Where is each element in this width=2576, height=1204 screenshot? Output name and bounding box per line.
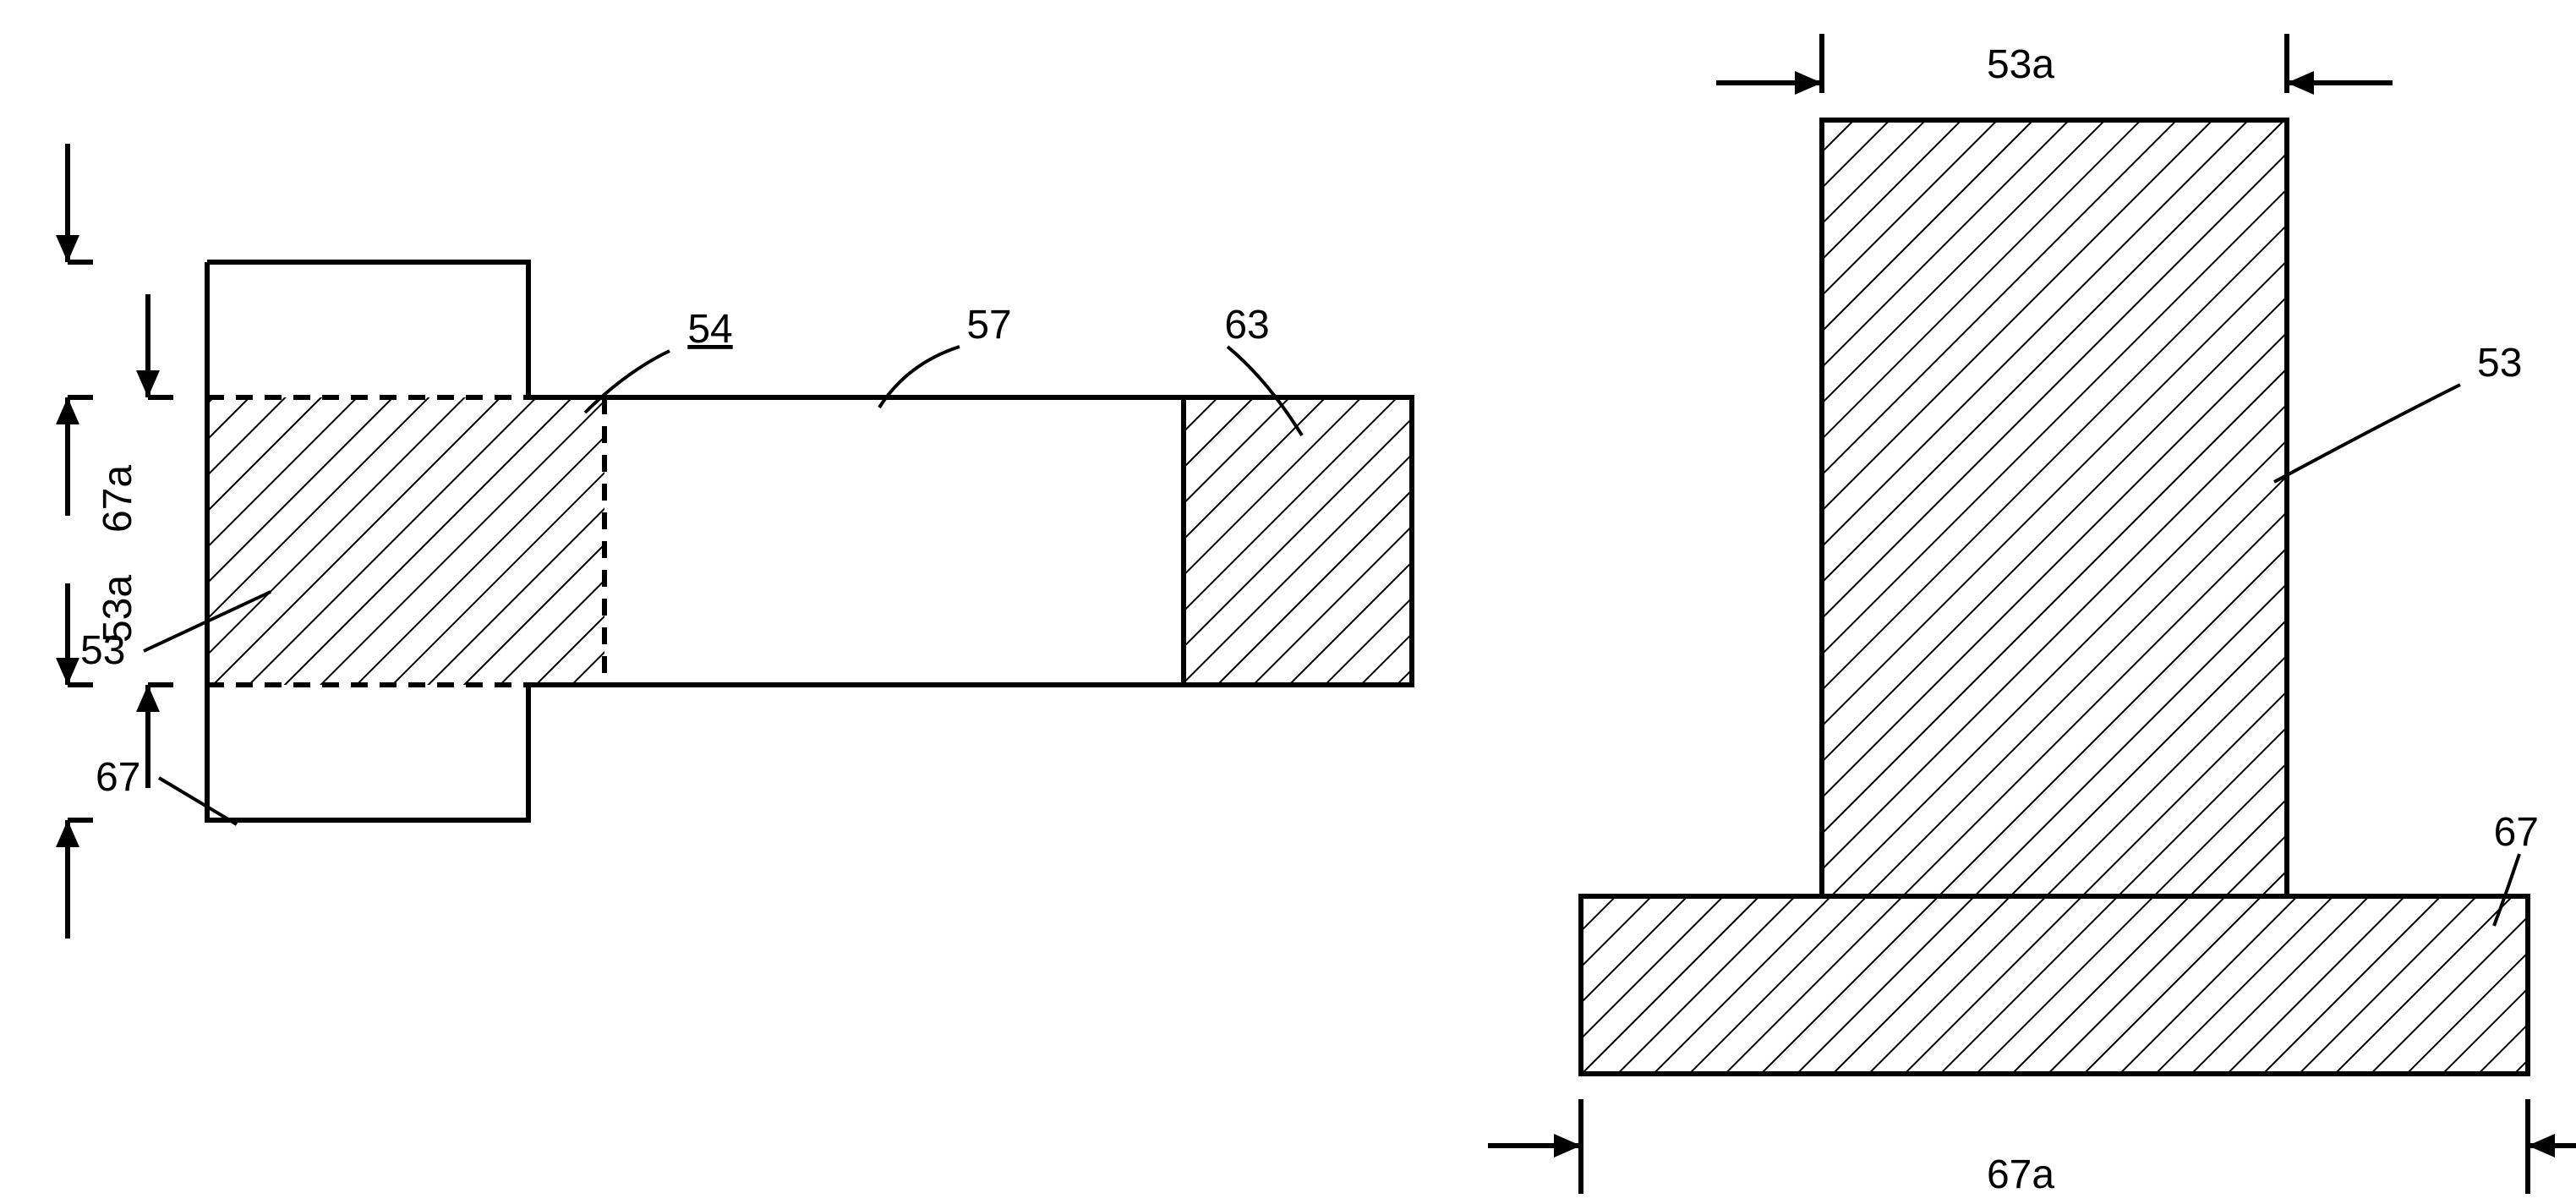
label-53a-right: 53a [1987,42,2054,87]
leader-53-right [2274,385,2460,482]
left-tip-63 [1184,397,1412,685]
label-67-right: 67 [2494,810,2539,855]
label-67a-right: 67a [1987,1152,2054,1197]
leader-67 [159,778,237,824]
label-63: 63 [1224,303,1269,348]
label-54: 54 [687,307,732,352]
label-57: 57 [966,303,1011,348]
label-67a-left: 67a [96,465,140,533]
label-53-right: 53 [2477,341,2522,386]
left-core-53 [207,397,604,685]
right-vert-53 [1822,120,2287,896]
label-53-left: 53 [80,628,125,673]
right-base-67 [1581,896,2528,1074]
label-67-left: 67 [96,755,140,800]
